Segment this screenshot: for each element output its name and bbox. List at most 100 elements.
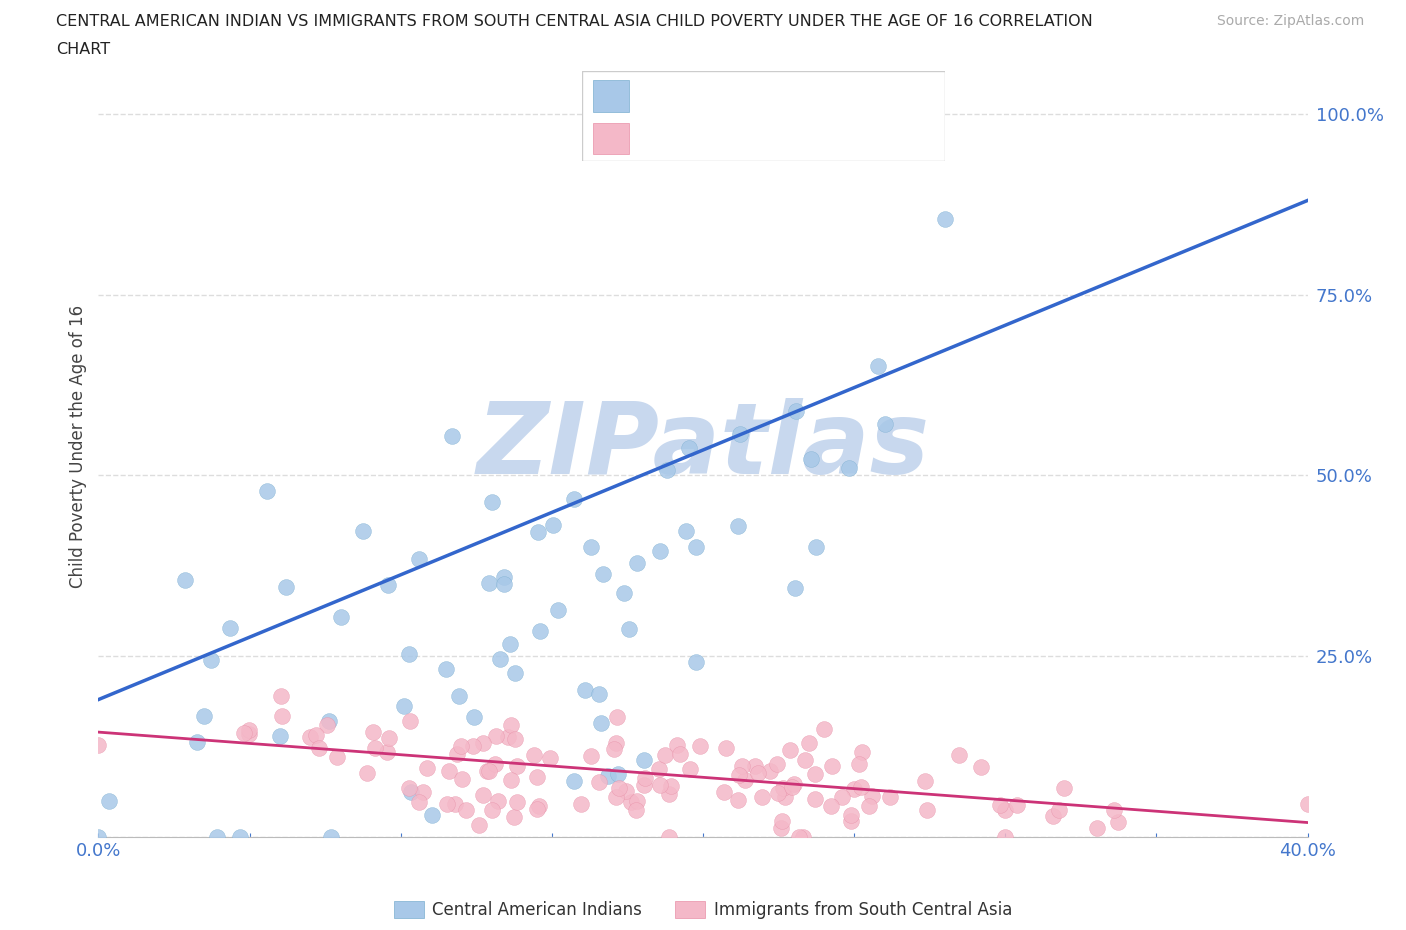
Point (879, 790, 901, 804)
Point (785, 404, 807, 418)
Point (463, 710, 485, 724)
Point (626, 556, 648, 571)
Point (849, 780, 872, 795)
Point (472, 788, 495, 803)
Point (193, 709, 215, 724)
Point (915, 802, 938, 817)
Point (392, 698, 415, 713)
Point (783, 580, 806, 595)
Point (496, 729, 519, 744)
Point (186, 735, 208, 750)
Point (650, 777, 672, 792)
Point (499, 636, 522, 651)
Point (475, 764, 498, 778)
Point (87, 737, 110, 752)
Point (689, 738, 711, 753)
Point (238, 722, 260, 737)
Point (787, 830, 810, 844)
Point (523, 748, 546, 763)
Point (1053, 781, 1076, 796)
Point (873, 417, 896, 432)
Point (238, 726, 260, 741)
Point (472, 736, 495, 751)
Point (728, 427, 751, 442)
Point (800, 451, 823, 466)
Point (1042, 809, 1064, 824)
Point (727, 792, 749, 807)
Point (449, 689, 471, 704)
Point (751, 790, 773, 804)
Point (609, 781, 631, 796)
Point (579, 539, 602, 554)
Point (813, 722, 835, 737)
Point (793, 752, 815, 767)
Point (494, 570, 516, 585)
Point (773, 790, 796, 804)
Point (658, 830, 681, 844)
Point (321, 830, 343, 844)
Point (527, 525, 550, 539)
Point (499, 773, 522, 788)
Point (948, 748, 970, 763)
Point (444, 797, 467, 812)
Point (588, 775, 610, 790)
Point (714, 740, 737, 755)
Point (481, 495, 503, 510)
Point (398, 713, 420, 728)
Point (792, 830, 814, 844)
Point (654, 748, 676, 763)
Point (378, 731, 401, 746)
Point (574, 683, 596, 698)
Point (744, 759, 766, 774)
Point (634, 770, 657, 785)
Point (318, 713, 340, 728)
Point (626, 793, 648, 808)
Point (685, 539, 707, 554)
Point (200, 653, 222, 668)
Point (364, 740, 387, 755)
Point (589, 715, 612, 730)
Text: ZIPatlas: ZIPatlas (477, 398, 929, 495)
Point (526, 769, 548, 784)
Point (839, 814, 862, 829)
Point (769, 820, 792, 835)
Point (624, 803, 647, 817)
Point (602, 742, 624, 757)
Point (770, 813, 793, 828)
Point (588, 686, 610, 701)
Point (839, 807, 862, 822)
Point (420, 807, 443, 822)
Point (503, 732, 526, 747)
Point (377, 745, 399, 760)
Point (1296, 796, 1319, 811)
Point (219, 620, 242, 635)
Point (780, 779, 803, 794)
Point (713, 785, 735, 800)
Point (276, 580, 298, 595)
Point (503, 665, 526, 680)
Y-axis label: Child Poverty Under the Age of 16: Child Poverty Under the Age of 16 (69, 305, 87, 588)
Point (675, 524, 697, 538)
Point (858, 799, 880, 814)
Point (669, 747, 692, 762)
Point (481, 803, 503, 817)
Point (799, 736, 821, 751)
Point (605, 736, 627, 751)
Point (315, 718, 337, 733)
Point (866, 358, 889, 373)
Point (993, 830, 1015, 844)
Point (766, 756, 789, 771)
Point (734, 773, 756, 788)
Point (607, 766, 630, 781)
Point (747, 765, 769, 780)
Point (727, 767, 749, 782)
Point (779, 743, 801, 758)
Point (988, 797, 1011, 812)
Point (308, 740, 330, 755)
Point (505, 794, 527, 809)
Point (486, 793, 509, 808)
Point (659, 778, 682, 793)
Point (352, 524, 374, 538)
Point (633, 752, 655, 767)
Point (463, 738, 485, 753)
